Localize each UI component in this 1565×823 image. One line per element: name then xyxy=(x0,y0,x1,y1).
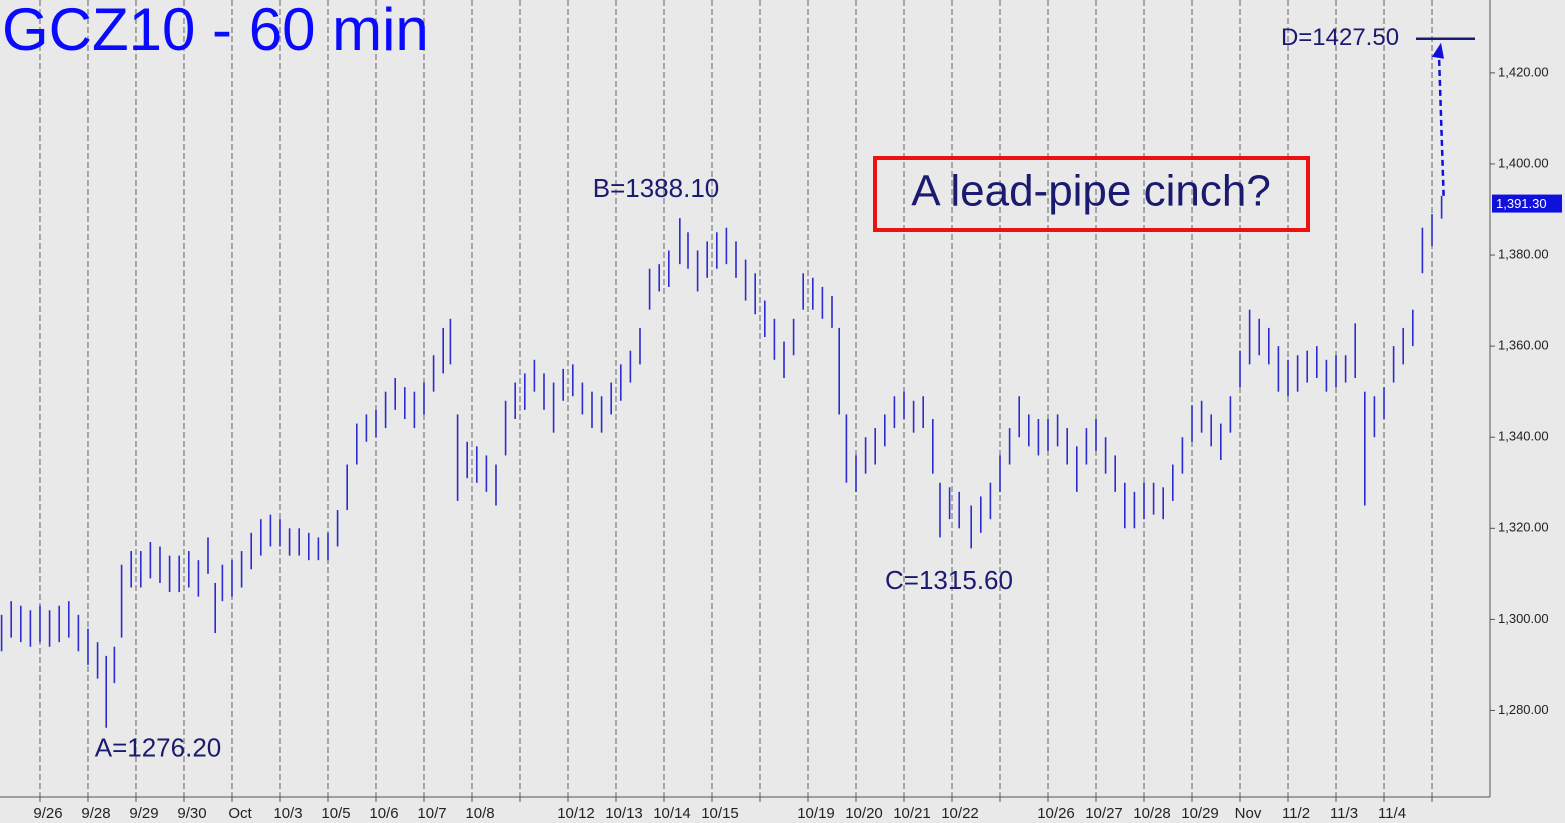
x-tick-label: 10/27 xyxy=(1085,805,1123,822)
x-tick-label: 10/20 xyxy=(845,805,883,822)
x-tick-label: 10/5 xyxy=(321,805,350,822)
x-tick-label: 10/19 xyxy=(797,805,835,822)
callout-text: A lead-pipe cinch? xyxy=(911,167,1271,216)
x-tick-label: Nov xyxy=(1235,805,1262,822)
x-tick-label: 10/8 xyxy=(465,805,494,822)
y-tick-label: 1,320.00 xyxy=(1498,520,1549,535)
y-tick-label: 1,420.00 xyxy=(1498,64,1549,79)
x-tick-label: 10/15 xyxy=(701,805,739,822)
x-tick-label: 10/12 xyxy=(557,805,595,822)
y-tick-label: 1,280.00 xyxy=(1498,702,1549,717)
y-tick-label: 1,400.00 xyxy=(1498,155,1549,170)
x-tick-label: 11/2 xyxy=(1282,805,1310,822)
chart-title: GCZ10 - 60 min xyxy=(2,0,429,63)
price-badge xyxy=(1492,194,1562,213)
projection xyxy=(1437,54,1445,196)
callout-box xyxy=(873,156,1310,232)
x-tick-label: 10/28 xyxy=(1133,805,1171,822)
annotation: A=1276.20 xyxy=(95,733,222,763)
x-tick-label: 9/29 xyxy=(129,805,158,822)
price-badge-label: 1,391.30 xyxy=(1496,196,1547,211)
x-tick-label: 10/13 xyxy=(605,805,643,822)
x-tick-label: 10/29 xyxy=(1181,805,1219,822)
annotation: B=1388.10 xyxy=(593,173,720,203)
x-tick-label: 11/4 xyxy=(1378,805,1406,822)
annotation: C=1315.60 xyxy=(885,565,1013,595)
y-tick-label: 1,340.00 xyxy=(1498,429,1549,444)
x-tick-label: 10/21 xyxy=(893,805,931,822)
y-tick-label: 1,380.00 xyxy=(1498,246,1549,261)
annotation: D=1427.50 xyxy=(1281,24,1399,51)
x-tick-label: 10/3 xyxy=(273,805,302,822)
y-tick-label: 1,360.00 xyxy=(1498,338,1549,353)
x-tick-label: 10/7 xyxy=(417,805,446,822)
x-tick-label: 10/22 xyxy=(941,805,979,822)
x-tick-label: 9/30 xyxy=(177,805,206,822)
x-tick-label: Oct xyxy=(228,805,252,822)
x-tick-label: 10/6 xyxy=(369,805,398,822)
x-tick-label: 9/28 xyxy=(81,805,110,822)
projection-arrowhead xyxy=(1432,42,1444,59)
x-tick-label: 9/26 xyxy=(33,805,62,822)
y-tick-label: 1,300.00 xyxy=(1498,611,1549,626)
x-tick-label: 10/26 xyxy=(1037,805,1075,822)
x-tick-label: 11/3 xyxy=(1330,805,1358,822)
x-tick-label: 10/14 xyxy=(653,805,691,822)
